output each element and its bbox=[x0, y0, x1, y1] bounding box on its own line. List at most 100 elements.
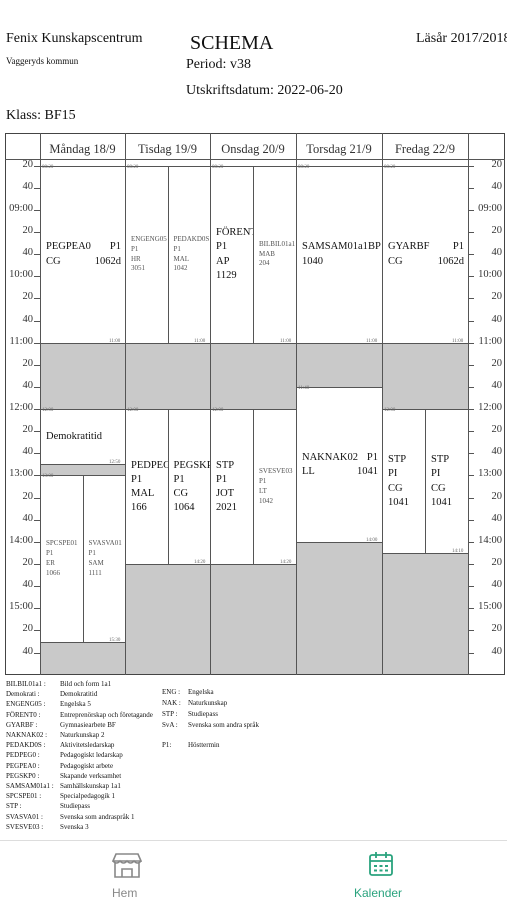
lesson: BILBIL01a1 MAB 204 bbox=[253, 165, 297, 344]
lesson-text: BILBIL01a1 bbox=[259, 239, 296, 248]
lesson-text: LT bbox=[259, 487, 267, 496]
lesson-line: AP bbox=[211, 255, 253, 269]
lesson-line: PEGPEA0 P1 bbox=[41, 240, 125, 254]
lesson-text: SAMSAM01a1 bbox=[302, 241, 368, 253]
legend-code: BILBIL01a1 : bbox=[6, 680, 46, 688]
lesson-text: AP bbox=[216, 255, 230, 267]
column-line bbox=[125, 133, 126, 675]
lesson-line: FÖRENT0 bbox=[211, 226, 253, 240]
title: SCHEMA bbox=[190, 32, 274, 54]
legend-code: ENGENG05 : bbox=[6, 700, 46, 709]
lesson-line: LT bbox=[254, 487, 296, 497]
lesson-text: STP bbox=[216, 459, 235, 471]
lesson-text: CG bbox=[431, 482, 446, 494]
lesson-text: P1 bbox=[109, 241, 121, 253]
day-header: Tisdag 19/9 bbox=[138, 142, 197, 156]
calendar-icon[interactable] bbox=[368, 851, 394, 877]
time-label: 20 bbox=[491, 490, 503, 502]
time-label: 20 bbox=[491, 424, 503, 436]
lesson-line: ENGENG05 bbox=[126, 235, 168, 245]
time-tick bbox=[34, 165, 40, 167]
lesson-line: P1 bbox=[41, 549, 83, 559]
nav-home[interactable]: Hem bbox=[112, 886, 138, 900]
lesson: STP PI CG 1041 bbox=[425, 409, 469, 554]
time-label: 20 bbox=[491, 623, 503, 635]
lesson: Demokratitid bbox=[40, 409, 126, 466]
lesson-text: PEDPEG0 bbox=[131, 459, 168, 471]
time-label: 09:00 bbox=[9, 202, 33, 214]
time-tick bbox=[468, 298, 474, 300]
lesson: PEGSKP0 P1 CG 1064 bbox=[167, 409, 211, 566]
lesson-text: 1042 bbox=[259, 496, 273, 505]
lesson: ENGENG05 P1 HR 3051 bbox=[125, 165, 169, 344]
time-tick bbox=[468, 231, 474, 233]
lesson-line: 1066 bbox=[41, 569, 83, 579]
time-label: 14:00 bbox=[478, 534, 502, 546]
lesson-text: SVASVA01 bbox=[88, 539, 122, 548]
home-icon[interactable] bbox=[112, 851, 142, 879]
lesson-text: PEDAKD0S bbox=[173, 234, 210, 243]
legend-text: Aktivitetsledarskap bbox=[60, 741, 115, 750]
lesson: FÖRENT0 P1 AP 1129 bbox=[210, 165, 254, 344]
lesson-text: 204 bbox=[259, 259, 270, 268]
time-label: 20 bbox=[22, 490, 34, 502]
lesson-text: P1 bbox=[131, 473, 143, 485]
column-line bbox=[210, 133, 211, 675]
time-label: 40 bbox=[491, 379, 503, 391]
time-tick bbox=[468, 386, 474, 388]
end-time: 14:10 bbox=[452, 548, 464, 554]
time-tick bbox=[34, 364, 40, 366]
time-label: 10:00 bbox=[9, 269, 33, 281]
lesson-text: Demokratitid bbox=[46, 431, 102, 443]
lesson-text: MAL bbox=[131, 488, 155, 500]
end-time: 14:20 bbox=[280, 560, 292, 566]
legend-text: Pedagogiskt arbete bbox=[60, 761, 114, 770]
time-tick bbox=[468, 431, 474, 433]
lesson-line: P1 bbox=[126, 245, 168, 255]
legend-code: NAKNAK02 : bbox=[6, 731, 48, 739]
time-tick bbox=[34, 209, 40, 211]
lesson-text: 1041 bbox=[357, 465, 378, 477]
time-tick bbox=[468, 165, 474, 167]
schedule-grid bbox=[5, 133, 505, 675]
bottom-nav: Hem Kalender bbox=[0, 840, 507, 900]
legend-code: STP : bbox=[162, 710, 178, 718]
time-label: 20 bbox=[22, 623, 34, 635]
legend-code: PEGSKP0 : bbox=[6, 771, 40, 780]
lesson-text: FÖRENT0 bbox=[216, 227, 253, 239]
lesson-line: JOT bbox=[211, 487, 253, 501]
lesson-text: SVESVE03 bbox=[259, 467, 293, 476]
lesson-text: HR bbox=[131, 254, 141, 263]
lesson-text: 1041 bbox=[388, 496, 409, 508]
time-label: 40 bbox=[22, 379, 34, 391]
time-label: 11:00 bbox=[478, 335, 502, 347]
lesson-text: 1111 bbox=[88, 568, 102, 577]
time-label: 20 bbox=[491, 291, 503, 303]
print-date: Utskriftsdatum: 2022-06-20 bbox=[186, 83, 343, 98]
lesson-line: MAB bbox=[254, 250, 296, 260]
school: Fenix Kunskapscentrum bbox=[6, 31, 143, 46]
time-tick bbox=[468, 342, 474, 344]
lesson-line: P1 bbox=[211, 240, 253, 254]
nav-calendar[interactable]: Kalender bbox=[354, 886, 403, 900]
time-tick bbox=[468, 564, 474, 566]
time-label: 40 bbox=[491, 512, 503, 524]
lesson-text: 1062d bbox=[94, 255, 121, 267]
lesson-line: 1064 bbox=[169, 501, 211, 515]
start-time: 08:20 bbox=[127, 164, 139, 170]
lesson-text: SAM bbox=[88, 559, 104, 567]
lesson: GYARBF P1 CG 1062d bbox=[382, 165, 469, 344]
time-label: 20 bbox=[22, 357, 34, 369]
lesson: SVESVE03 P1 LT 1042 bbox=[253, 409, 297, 566]
legend-code: Demokrati : bbox=[6, 690, 40, 699]
lesson-text: LL bbox=[302, 465, 315, 477]
lesson-line: CG bbox=[383, 482, 425, 496]
lesson-text: P1 bbox=[259, 477, 267, 486]
lesson-text: P1 bbox=[173, 244, 181, 253]
legend-text: Gymnasiearbete BF bbox=[60, 720, 116, 729]
legend-text: Skapande verksamhet bbox=[60, 771, 122, 780]
legend-text: Specialpedagogik 1 bbox=[60, 792, 116, 801]
lesson-line: Demokratitid bbox=[41, 430, 125, 444]
lesson-text: P1 bbox=[173, 473, 185, 485]
lesson-line: PEGSKP0 bbox=[169, 459, 211, 473]
